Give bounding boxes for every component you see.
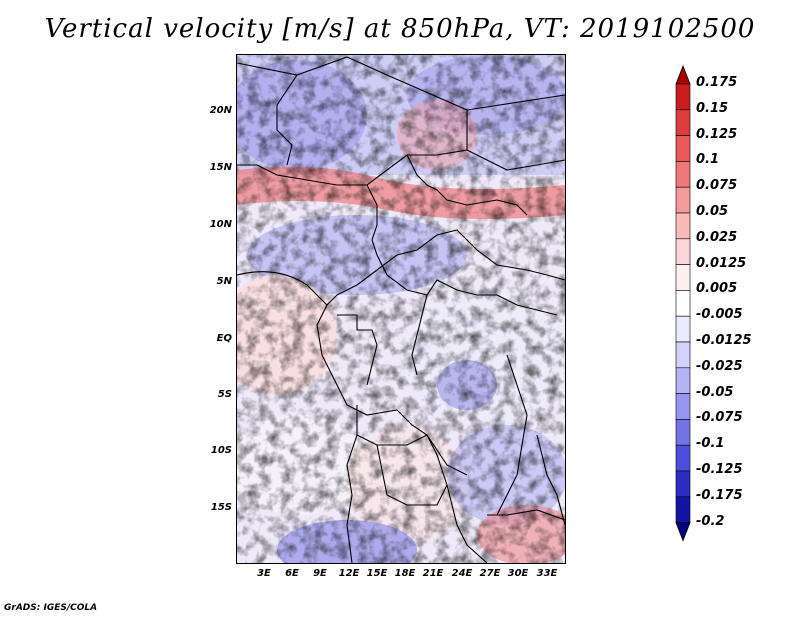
colorbar-segment: [675, 522, 691, 542]
colorbar-segment: [675, 315, 691, 343]
lon-label-21e: 21E: [422, 568, 444, 579]
colorbar-segment: [675, 135, 691, 162]
colorbar-segment: [675, 444, 691, 472]
colorbar-label: 0.1: [696, 152, 720, 168]
colorbar-label: -0.1: [696, 436, 725, 452]
colorbar-segment: [675, 212, 691, 240]
colorbar-label: -0.125: [696, 462, 743, 477]
colorbar-label: 0.005: [696, 281, 738, 297]
colorbar-segment: [675, 161, 691, 188]
lat-label-5n: 5N: [216, 276, 232, 287]
colorbar-label: 0.025: [696, 229, 738, 245]
lon-label-9e: 9E: [313, 568, 327, 579]
lat-label-10n: 10N: [209, 219, 232, 230]
velocity-field: [237, 55, 565, 563]
colorbar-label: 0.15: [696, 100, 729, 116]
lat-label-eq: EQ: [216, 333, 232, 344]
grads-credit: GrADS: IGES/COLA: [4, 603, 98, 613]
map-panel: [236, 54, 566, 564]
country-borders: [237, 56, 565, 563]
colorbar-segment: [675, 341, 691, 369]
lon-label-3e: 3E: [257, 568, 271, 579]
colorbar-segment: [675, 83, 691, 111]
colorbar-segment: [675, 419, 691, 446]
colorbar-segment: [675, 238, 691, 265]
lon-label-33e: 33E: [536, 568, 558, 579]
colorbar-segment: [675, 109, 691, 136]
lon-label-12e: 12E: [338, 568, 360, 579]
colorbar-label: 0.125: [696, 126, 738, 142]
lat-label-15n: 15N: [209, 162, 232, 173]
colorbar-label: -0.005: [696, 307, 743, 323]
map-title: Vertical velocity [m/s] at 850hPa, VT: 2…: [44, 14, 756, 44]
colorbar-segment: [675, 393, 691, 420]
colorbar-label: 0.0125: [696, 255, 747, 271]
lon-label-24e: 24E: [451, 568, 473, 579]
colorbar-label: -0.025: [696, 358, 743, 374]
colorbar: [675, 64, 691, 542]
lat-label-20n: 20N: [209, 105, 232, 116]
colorbar-segment: [675, 186, 691, 214]
colorbar-segment: [675, 496, 691, 523]
colorbar-label: -0.175: [696, 487, 743, 503]
lon-label-15e: 15E: [366, 568, 388, 579]
lat-label-5s: 5S: [217, 389, 232, 400]
lon-label-18e: 18E: [394, 568, 416, 579]
lon-label-6e: 6E: [285, 568, 299, 579]
colorbar-label: -0.0125: [696, 333, 752, 348]
colorbar-segment: [675, 470, 691, 498]
colorbar-segment: [675, 264, 691, 291]
colorbar-label: -0.075: [696, 410, 743, 426]
colorbar-segment: [675, 64, 691, 85]
colorbar-label: 0.075: [696, 178, 738, 194]
lon-label-27e: 27E: [479, 568, 501, 579]
lon-label-30e: 30E: [507, 568, 529, 579]
colorbar-label: 0.05: [696, 204, 729, 219]
colorbar-label: -0.2: [696, 513, 725, 529]
lat-label-15s: 15S: [210, 502, 232, 513]
colorbar-segment: [675, 367, 691, 394]
lat-label-10s: 10S: [210, 445, 232, 456]
colorbar-segment: [675, 290, 691, 317]
colorbar-label: 0.175: [696, 75, 738, 90]
colorbar-label: -0.05: [696, 384, 734, 400]
